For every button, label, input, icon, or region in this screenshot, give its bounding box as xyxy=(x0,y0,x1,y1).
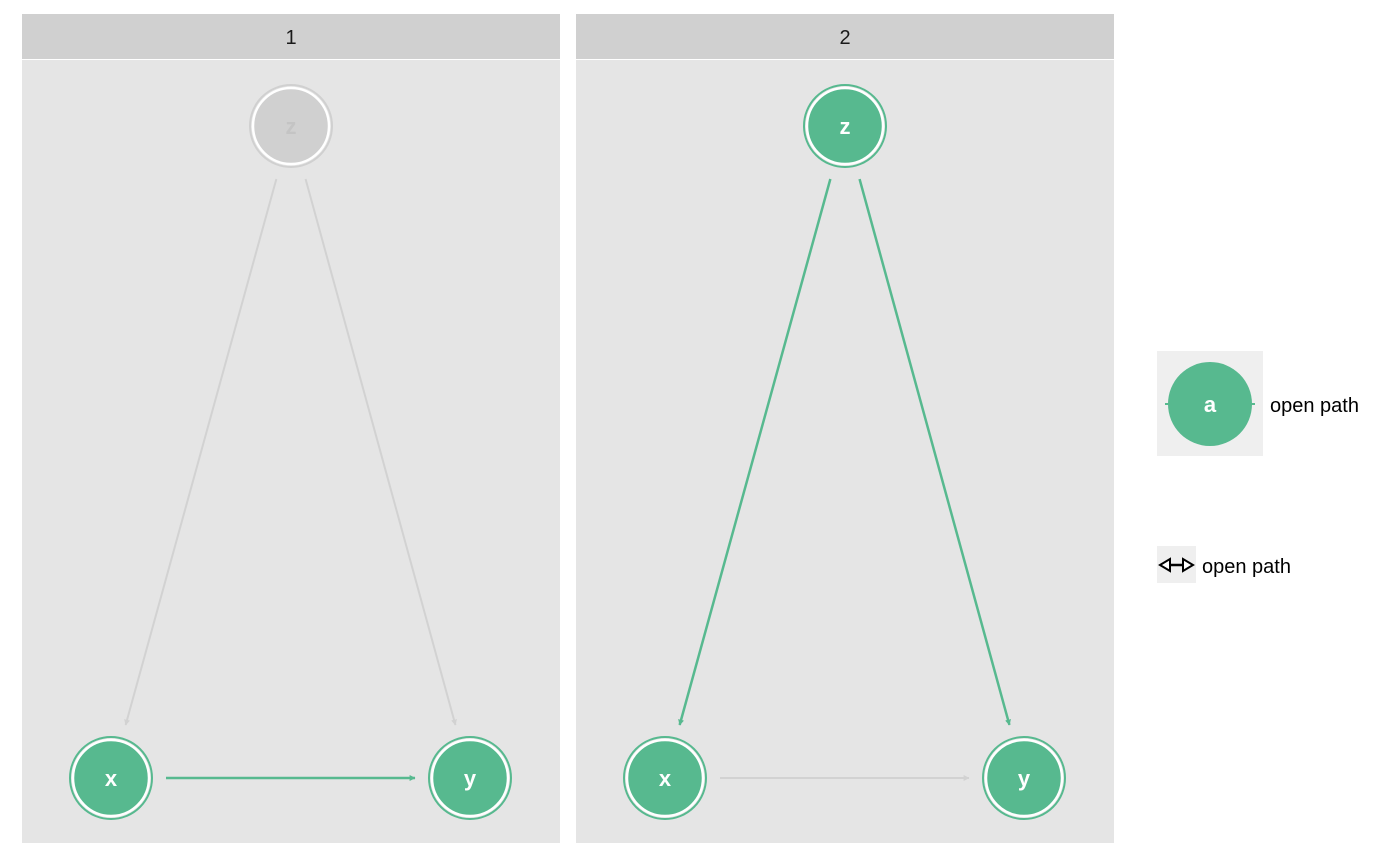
panel-2-background xyxy=(576,60,1114,843)
node-x-ring xyxy=(69,736,153,820)
node-z-ring xyxy=(249,84,333,168)
node-x-circle xyxy=(71,738,151,818)
panel-2-strip xyxy=(576,14,1114,59)
node-z-label: z xyxy=(286,114,297,139)
node-z-ring xyxy=(803,84,887,168)
node-x: x xyxy=(623,736,707,820)
panel-1-strip-label: 1 xyxy=(285,27,296,49)
panel-1-strip xyxy=(22,14,560,59)
node-z-label: z xyxy=(840,114,851,139)
node-y-ring xyxy=(982,736,1066,820)
node-x-ring xyxy=(623,736,707,820)
node-y: y xyxy=(982,736,1066,820)
legend: a open path open path xyxy=(1157,351,1359,583)
node-z-circle xyxy=(251,86,331,166)
node-z: z xyxy=(803,84,887,168)
edge-z-y xyxy=(858,178,1011,726)
legend-node-text: open path xyxy=(1270,395,1359,417)
panel-2-edges xyxy=(678,178,1011,781)
legend-node-label: a xyxy=(1204,392,1217,417)
node-y-label: y xyxy=(1018,766,1031,791)
panel-1-nodes: z x y xyxy=(69,84,512,820)
node-x: x xyxy=(69,736,153,820)
legend-edge-key: open path xyxy=(1157,546,1291,583)
panel-2-nodes: z x y xyxy=(623,84,1066,820)
legend-node-key: a open path xyxy=(1157,351,1359,456)
node-z: z xyxy=(249,84,333,168)
node-y-label: y xyxy=(464,766,477,791)
node-y: y xyxy=(428,736,512,820)
node-y-circle xyxy=(430,738,510,818)
node-x-label: x xyxy=(659,766,672,791)
node-x-label: x xyxy=(105,766,118,791)
panel-2-strip-label: 2 xyxy=(839,27,850,49)
panel-2: 2 z x y xyxy=(576,14,1114,843)
panel-1-background xyxy=(22,60,560,843)
edge-z-x xyxy=(124,178,278,726)
double-arrow-icon xyxy=(1158,557,1195,573)
edge-z-x xyxy=(678,178,832,726)
panel-1: 1 z x y xyxy=(22,14,560,843)
node-z-circle xyxy=(805,86,885,166)
node-y-circle xyxy=(984,738,1064,818)
legend-node-circle xyxy=(1168,362,1252,446)
edge-z-y xyxy=(304,178,457,726)
node-x-circle xyxy=(625,738,705,818)
node-y-ring xyxy=(428,736,512,820)
legend-edge-text: open path xyxy=(1202,556,1291,578)
panel-1-edges xyxy=(124,178,457,781)
